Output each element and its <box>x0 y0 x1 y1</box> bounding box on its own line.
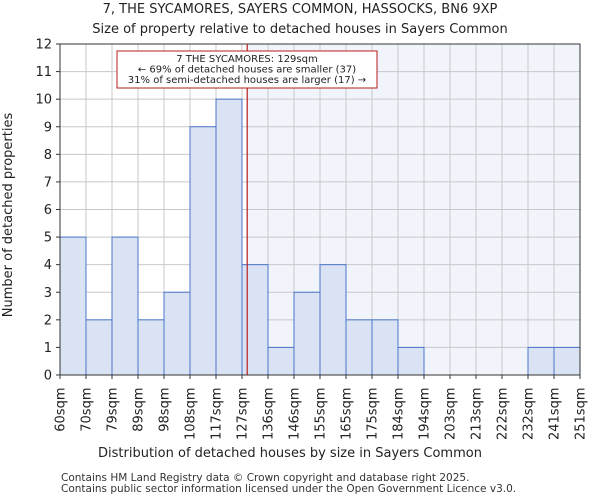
y-axis-label: Number of detached properties <box>1 113 16 318</box>
x-tick-label: 146sqm <box>288 388 303 441</box>
y-tick-label: 4 <box>44 258 52 273</box>
x-tick-label: 60sqm <box>54 388 69 432</box>
x-axis-label: Distribution of detached houses by size … <box>98 446 482 461</box>
y-tick-label: 2 <box>44 313 52 328</box>
x-tick-label: 241sqm <box>548 388 563 441</box>
x-tick-label: 127sqm <box>236 388 251 441</box>
x-tick-label: 165sqm <box>340 388 355 441</box>
y-tick-label: 1 <box>44 341 52 356</box>
bar-89sqm <box>137 319 165 376</box>
footer-line1: Contains HM Land Registry data © Crown c… <box>61 472 470 484</box>
chart-title-line1: 7, THE SYCAMORES, SAYERS COMMON, HASSOCK… <box>103 2 498 17</box>
x-tick-label: 70sqm <box>80 388 95 432</box>
y-tick-label: 0 <box>44 369 52 384</box>
annotation-line-2: ← 69% of detached houses are smaller (37… <box>138 65 356 76</box>
x-tick-label: 175sqm <box>366 388 381 441</box>
chart-title-line2: Size of property relative to detached ho… <box>92 22 508 37</box>
bar-98sqm <box>163 291 191 376</box>
x-tick-label: 89sqm <box>132 388 147 432</box>
bar-241sqm <box>553 346 581 376</box>
x-tick-label: 251sqm <box>574 388 589 441</box>
footer-line2: Contains public sector information licen… <box>61 483 517 495</box>
y-tick-label: 8 <box>44 148 52 163</box>
bar-146sqm <box>293 291 321 376</box>
y-tick-label: 12 <box>35 38 52 53</box>
y-tick-label: 9 <box>44 120 52 135</box>
x-tick-label: 232sqm <box>522 388 537 441</box>
y-tick-label: 6 <box>44 203 52 218</box>
x-tick-label: 155sqm <box>314 388 329 441</box>
y-tick-label: 5 <box>44 231 52 246</box>
x-tick-label: 222sqm <box>496 388 511 441</box>
bar-165sqm <box>345 319 373 376</box>
x-tick-label: 136sqm <box>262 388 277 441</box>
bar-79sqm <box>111 236 139 376</box>
bar-232sqm <box>527 346 555 376</box>
x-tick-label: 117sqm <box>210 388 225 441</box>
x-tick-label: 108sqm <box>184 388 199 441</box>
bar-136sqm <box>267 346 295 376</box>
x-tick-label: 194sqm <box>418 388 433 441</box>
y-tick-label: 7 <box>44 175 52 190</box>
x-tick-label: 203sqm <box>444 388 459 441</box>
y-tick-label: 3 <box>44 286 52 301</box>
x-tick-label: 184sqm <box>392 388 407 441</box>
annotation-box <box>116 50 378 89</box>
annotation-line-1: 7 THE SYCAMORES: 129sqm <box>176 54 317 65</box>
bar-155sqm <box>319 264 347 376</box>
x-tick-label: 98sqm <box>158 388 173 432</box>
bar-60sqm <box>59 236 87 376</box>
annotation-line-3: 31% of semi-detached houses are larger (… <box>128 75 366 86</box>
bar-117sqm <box>215 98 243 376</box>
x-tick-label: 213sqm <box>470 388 485 441</box>
bar-70sqm <box>85 319 113 376</box>
bar-175sqm <box>371 319 399 376</box>
y-tick-label: 11 <box>35 65 52 80</box>
bar-127sqm <box>241 264 269 376</box>
bar-108sqm <box>189 126 217 376</box>
x-tick-label: 79sqm <box>106 388 121 432</box>
bar-184sqm <box>397 346 425 376</box>
y-tick-label: 10 <box>35 93 52 108</box>
